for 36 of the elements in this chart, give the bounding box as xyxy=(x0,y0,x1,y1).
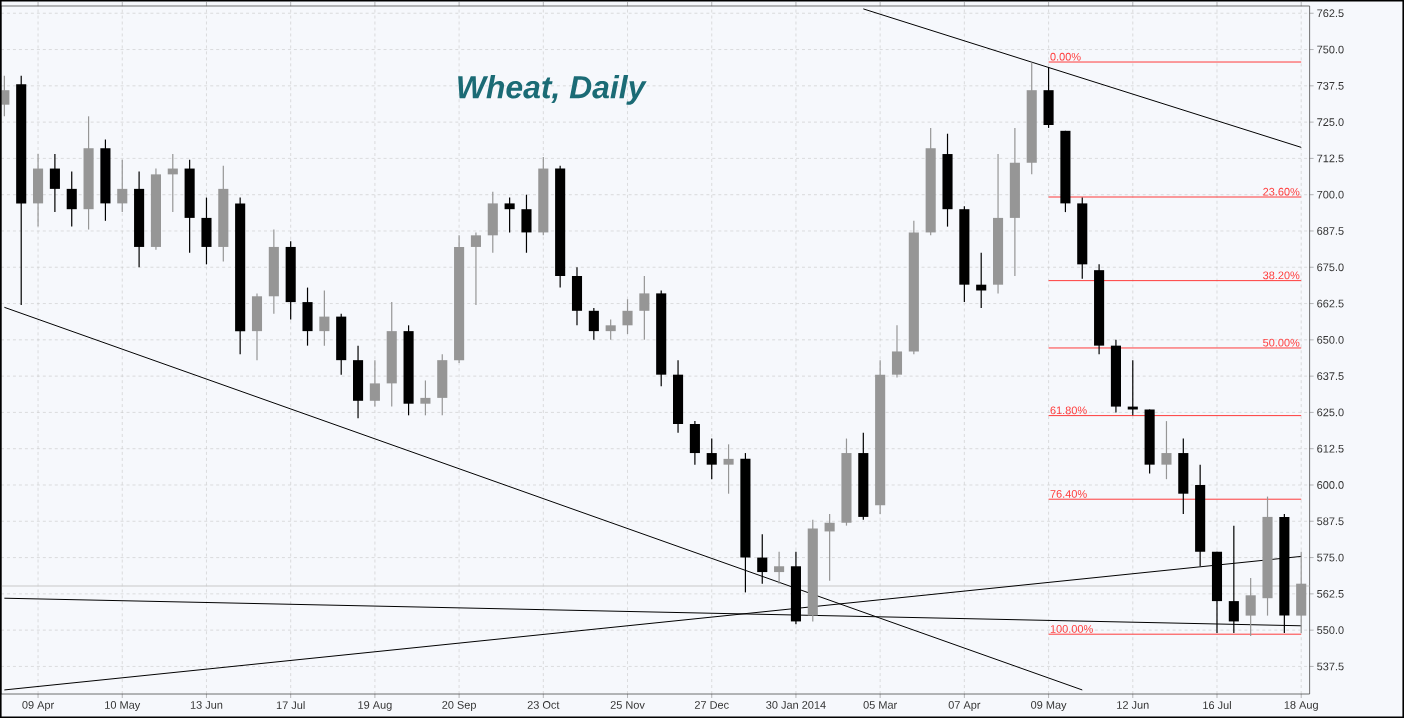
candlestick xyxy=(251,292,263,361)
candlestick xyxy=(117,159,128,213)
candlestick xyxy=(1161,420,1172,480)
candlestick xyxy=(33,153,44,228)
candlestick xyxy=(622,298,633,335)
candlestick xyxy=(1245,577,1256,637)
candlestick xyxy=(369,359,380,408)
candlestick xyxy=(774,551,785,585)
candlestick xyxy=(504,196,515,234)
candlestick xyxy=(824,513,835,582)
candlestick xyxy=(757,533,768,585)
candlestick xyxy=(420,379,431,416)
candlestick xyxy=(437,353,448,416)
candlestick xyxy=(319,289,330,347)
candlestick xyxy=(201,196,212,265)
candlestick xyxy=(706,437,717,480)
candlestick xyxy=(336,313,347,376)
candlestick xyxy=(723,443,734,495)
candlestick xyxy=(1178,437,1189,515)
candlestick xyxy=(49,153,60,213)
candlestick xyxy=(470,231,481,306)
candlestick xyxy=(302,286,313,347)
candlestick xyxy=(1043,66,1054,129)
candlestick xyxy=(891,324,903,379)
candlestick xyxy=(521,194,532,254)
text: Wheat, Daily xyxy=(458,75,647,105)
candlestick xyxy=(487,191,498,254)
candlestick xyxy=(1296,551,1307,634)
candlestick xyxy=(689,420,700,466)
candlestick xyxy=(588,307,599,341)
candlestick xyxy=(1127,359,1138,416)
candlestick xyxy=(605,318,616,341)
candlestick xyxy=(353,345,364,419)
candlestick xyxy=(639,275,650,341)
candlestick xyxy=(66,170,77,228)
candlestick xyxy=(571,266,583,326)
